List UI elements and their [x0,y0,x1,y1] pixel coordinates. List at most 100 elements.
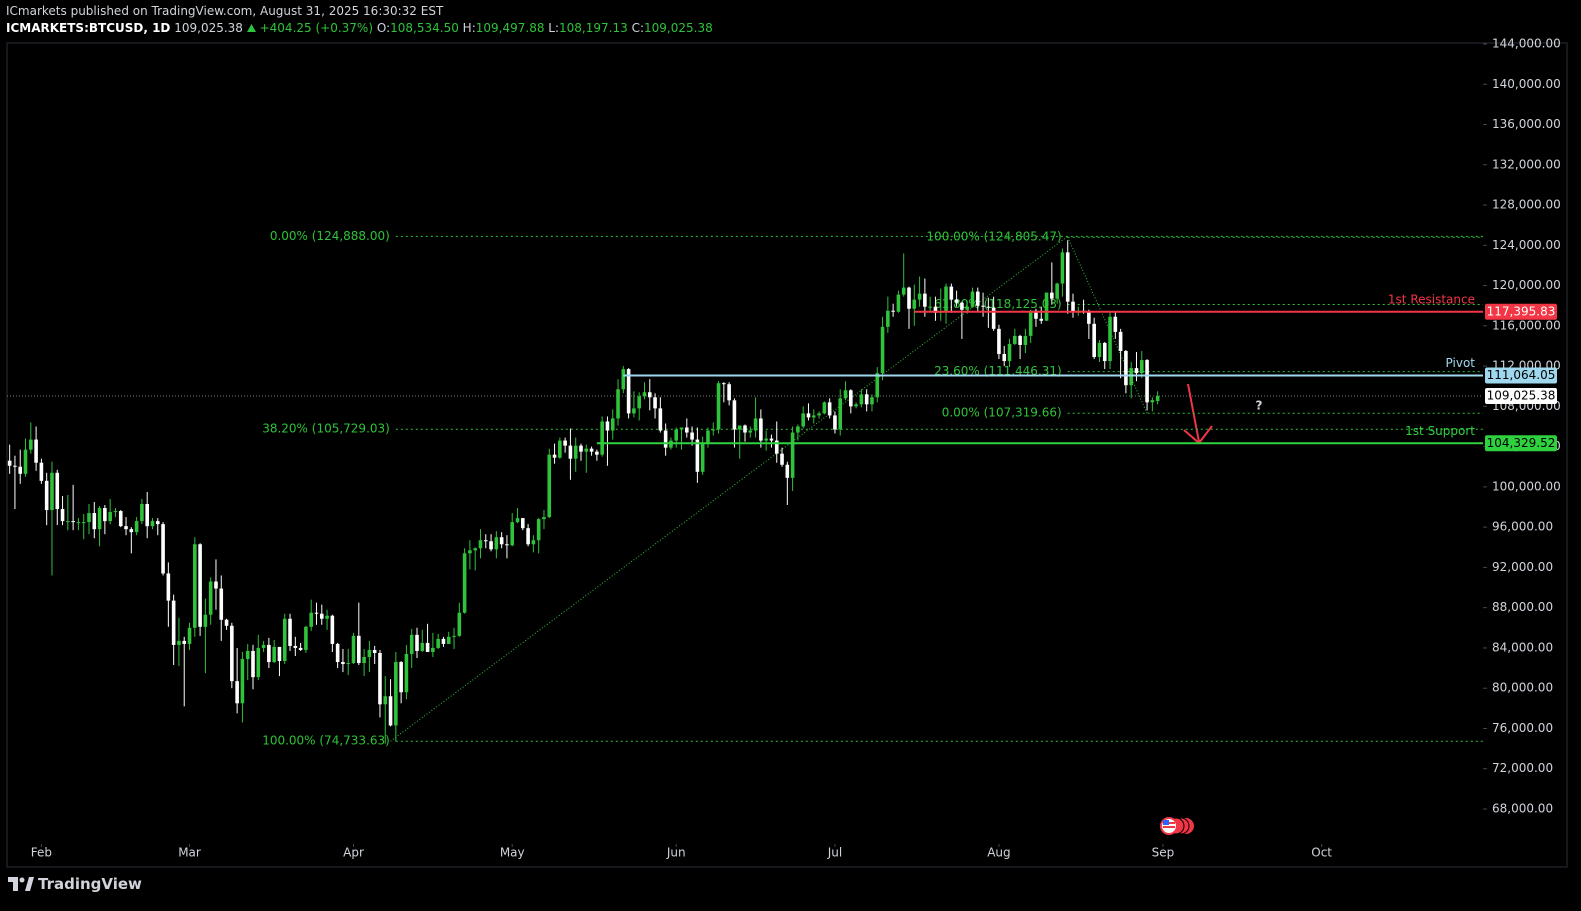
candle-body [552,454,557,458]
candle-body [743,425,747,433]
candle-body [769,438,774,441]
candle-body [658,408,663,431]
candle-body [531,540,536,545]
candle-body [753,418,758,431]
candle-body [235,681,239,704]
candle-body [859,394,864,405]
candle-body [478,540,483,549]
candle-body [272,646,276,663]
candle-body [653,397,657,409]
y-tick-label: 124,000.00 [1492,238,1561,252]
candle-body [526,528,530,545]
candle-body [817,413,821,416]
candle-body [679,427,684,430]
candle-body [103,508,107,522]
candle-body [965,306,969,310]
fib-label: 61.80% (118,125.03) [934,297,1062,311]
last-price-tag [1485,388,1557,405]
candle-body [431,647,435,652]
candle-body [76,522,81,524]
candle-body [970,291,975,307]
x-tick-label: May [500,846,525,860]
y-tick-label: 72,000.00 [1492,761,1553,775]
candle-body [304,626,308,650]
o-value: 108,534.50 [390,21,459,35]
candle-body [811,415,816,418]
candle-body [298,647,303,650]
candle-body [1071,301,1075,312]
brand: TradingView [38,875,142,893]
y-tick-label: 92,000.00 [1492,560,1553,574]
candle-body [1044,292,1049,321]
candle-body [981,305,985,307]
candle-body [568,445,573,459]
candle-body [849,390,853,407]
y-tick-label: 140,000.00 [1492,77,1561,91]
candle-body [224,619,229,626]
candle-body [341,662,345,665]
candle-body [256,647,261,678]
candle-body [378,652,382,705]
candle-body [288,618,292,646]
candle-body [330,615,335,644]
candle-body [187,627,192,644]
candle-body [161,524,165,574]
candle-body [346,663,351,665]
candle-body [309,612,313,627]
candle-body [1155,396,1160,401]
x-tick-label: Jul [827,846,842,860]
candle-body [1028,310,1033,336]
candle-body [1102,342,1107,362]
candle-body [711,429,716,431]
y-tick-label: 80,000.00 [1492,681,1553,695]
level-name: Pivot [1446,356,1476,370]
level-tag-label: 117,395.83 [1487,304,1556,318]
symbol: ICMARKETS:BTCUSD, 1D [6,21,171,35]
candle-body [251,650,255,678]
candle-body [1118,331,1123,351]
candle-body [589,448,594,452]
candle-body [367,649,372,658]
change: +404.25 (+0.37%) [259,21,374,35]
candle-body [1145,360,1149,403]
l-value: 108,197.13 [559,21,628,35]
candle-body [1113,316,1118,332]
y-tick-label: 144,000.00 [1492,36,1561,50]
candle-body [457,612,462,636]
y-tick-label: 132,000.00 [1492,157,1561,171]
candle-body [1092,323,1096,358]
candle-body [764,438,768,441]
candle-body [129,529,134,533]
chart: 68,000.00 72,000.00 76,000.00 80,000.00 84,0… [6,36,1568,868]
c-value: 109,025.38 [644,21,713,35]
candle-body [759,418,763,441]
y-tick-label: 96,000.00 [1492,520,1553,534]
level-name: 1st Support [1405,424,1475,438]
candle-body [610,418,615,431]
candle-body [60,509,65,522]
candle-body [357,635,361,664]
y-tick-label: 84,000.00 [1492,640,1553,654]
candle-body [1108,316,1112,362]
x-tick-label: Mar [178,846,201,860]
candle-body [420,642,425,651]
fib-label: 38.20% (105,729.03) [262,422,390,436]
candle-body [780,453,784,465]
candle-body [886,310,890,327]
candle-body [1050,292,1054,299]
candle-body [1134,368,1139,374]
h-value: 109,497.88 [475,21,545,35]
candle-body [446,636,451,644]
candle-body [267,644,271,663]
candle-body [637,396,641,409]
level-tag [1485,367,1557,384]
x-tick-label: Sep [1152,846,1175,860]
candle-body [415,634,419,651]
candle-body [145,503,149,527]
x-tick-label: Aug [987,846,1010,860]
level-tag [1485,435,1557,452]
candle-body [933,306,938,313]
candle-body [155,521,160,525]
candle-body [452,635,456,637]
candle-body [1129,368,1133,386]
